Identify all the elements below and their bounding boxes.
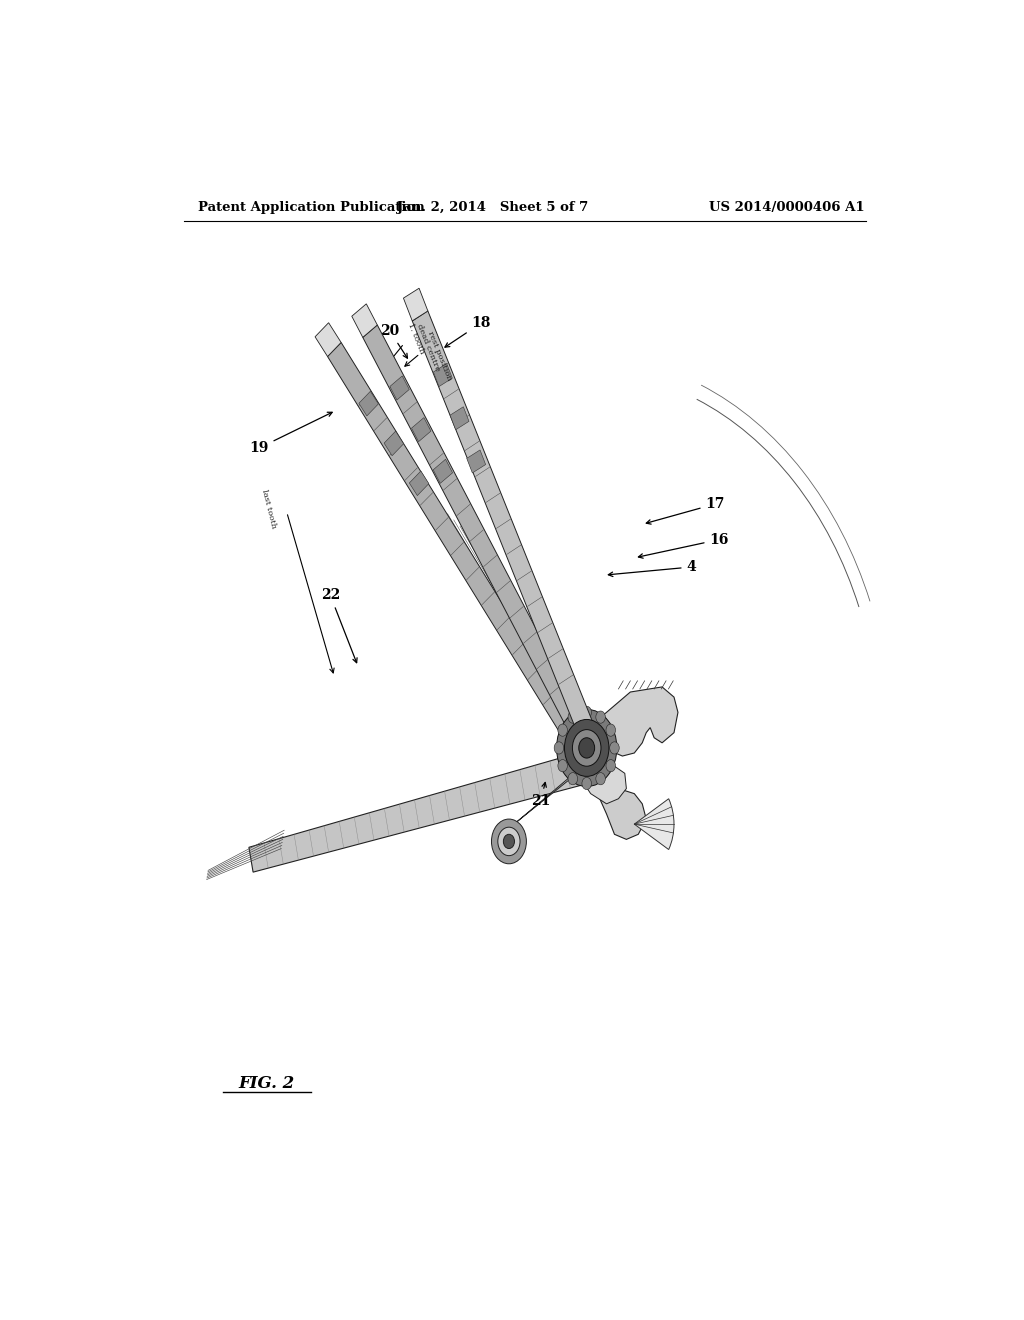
Text: Jan. 2, 2014   Sheet 5 of 7: Jan. 2, 2014 Sheet 5 of 7 [397,201,589,214]
Text: 4: 4 [608,560,696,577]
Polygon shape [413,310,595,737]
Text: dead centre: dead centre [415,322,441,372]
Polygon shape [433,459,453,483]
Polygon shape [410,471,429,495]
Wedge shape [634,799,674,850]
Text: US 2014/0000406 A1: US 2014/0000406 A1 [709,201,864,214]
Polygon shape [249,752,586,873]
Circle shape [582,777,592,789]
Circle shape [568,711,578,723]
Polygon shape [412,417,431,442]
Polygon shape [315,322,341,356]
Polygon shape [358,391,379,416]
Polygon shape [591,686,678,756]
Text: 20: 20 [380,325,408,358]
Polygon shape [503,766,627,833]
Text: rest position: rest position [426,330,454,381]
Circle shape [596,711,605,723]
Text: 18: 18 [445,315,490,347]
Circle shape [554,742,563,754]
Circle shape [557,709,616,787]
Polygon shape [328,343,587,755]
Text: 22: 22 [321,589,357,663]
Polygon shape [591,760,646,840]
Circle shape [558,725,567,737]
Circle shape [596,772,605,785]
Circle shape [606,759,615,772]
Text: 16: 16 [638,532,729,558]
Circle shape [582,706,592,718]
Circle shape [492,818,526,863]
Text: Patent Application Publication: Patent Application Publication [198,201,425,214]
Text: last tooth: last tooth [260,488,278,529]
Polygon shape [467,450,485,473]
Circle shape [498,828,520,855]
Polygon shape [384,432,403,455]
Circle shape [606,725,615,737]
Circle shape [609,742,620,754]
Circle shape [572,730,601,766]
Circle shape [568,772,578,785]
Circle shape [579,738,595,758]
Polygon shape [362,325,591,746]
Polygon shape [390,376,410,400]
Text: FIG. 2: FIG. 2 [239,1074,295,1092]
Polygon shape [451,407,469,430]
Circle shape [504,834,514,849]
Polygon shape [433,363,453,387]
Polygon shape [403,288,428,321]
Circle shape [564,719,609,776]
Circle shape [558,759,567,772]
Text: 21: 21 [531,783,550,808]
Polygon shape [352,304,377,338]
Text: 1. tooth: 1. tooth [407,322,426,355]
Text: 17: 17 [646,496,725,524]
Text: 19: 19 [249,412,332,455]
